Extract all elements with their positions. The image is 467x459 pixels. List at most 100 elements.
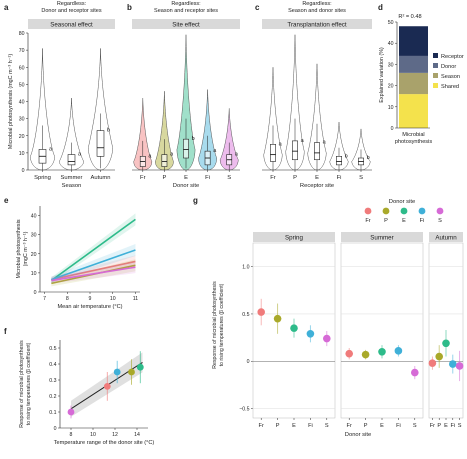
x-axis-label: Mean air temperature (°C): [57, 304, 122, 310]
y-tick-label: 40: [19, 100, 25, 106]
regression-line: [51, 266, 136, 282]
legend-swatch: [433, 53, 438, 58]
mean-point: [455, 362, 464, 370]
box: [183, 138, 189, 159]
y-tick-label: 20: [31, 252, 37, 258]
y-tick-label: 0.2: [49, 394, 56, 400]
top-label: Regardless:: [171, 1, 201, 7]
significance-letter: a: [49, 146, 53, 152]
x-tick-label: 7: [43, 296, 46, 302]
stacked-bar-segment: [399, 94, 428, 128]
y-tick-label: 50: [19, 82, 25, 88]
y-tick-label: 0: [22, 168, 25, 174]
x-tick-label: 9: [89, 296, 92, 302]
box: [96, 130, 105, 157]
mean-point: [442, 339, 450, 348]
mean-point: [306, 330, 315, 338]
y-tick-label: 0.4: [49, 362, 56, 368]
y-axis-label: to rising temperatures (β coefficient): [26, 342, 32, 425]
significance-letter: a: [323, 140, 327, 146]
y-tick-label: 50: [388, 20, 394, 26]
x-axis-label: Microbial: [402, 132, 424, 138]
facet-strip-label: Seasonal effect: [50, 22, 93, 29]
y-tick-label: 10: [31, 271, 37, 277]
facet-strip-label: Transplantation effect: [287, 22, 346, 29]
x-tick-label: S: [458, 423, 462, 429]
mean-point: [394, 347, 403, 355]
box: [314, 142, 320, 161]
panel-letter: g: [193, 196, 198, 205]
legend-label: Fi: [420, 218, 425, 224]
facet-strip-label: Site effect: [172, 22, 200, 29]
y-tick-label: 40: [388, 41, 394, 47]
y-tick-label: 0: [247, 359, 250, 365]
y-tick-label: 70: [19, 48, 25, 54]
significance-letter: b: [345, 153, 348, 159]
x-tick-label: E: [292, 423, 296, 429]
y-tick-label: 0: [54, 426, 57, 432]
y-axis-label: to rising temperatures (β coefficient): [219, 283, 225, 366]
mean-point: [428, 359, 437, 367]
y-tick-label: 10: [388, 105, 394, 111]
mean-point: [257, 308, 266, 316]
x-tick-label: 8: [66, 296, 69, 302]
box: [270, 144, 276, 162]
y-tick-label: 0: [34, 290, 37, 296]
significance-letter: a: [78, 152, 82, 158]
r-squared-annotation: R² = 0.48: [398, 14, 421, 20]
legend-label: E: [402, 218, 406, 224]
y-tick-label: 0: [391, 126, 394, 132]
significance-letter: b: [107, 128, 110, 134]
legend-marker: [400, 207, 408, 215]
facet-strip: [253, 232, 335, 242]
data-point: [67, 408, 75, 416]
legend-label: Shared: [441, 84, 459, 90]
data-point: [113, 368, 121, 376]
regression-line: [50, 218, 136, 282]
data-point: [128, 368, 135, 376]
legend-title: Donor site: [389, 199, 415, 205]
x-tick-label: Fr: [347, 423, 352, 429]
y-axis-label: Explained variation (%): [379, 47, 385, 103]
x-tick-label: E: [315, 175, 319, 181]
x-tick-label: Fr: [259, 423, 264, 429]
x-tick-label: 11: [133, 296, 138, 302]
facet-strip: [132, 19, 240, 29]
legend-marker: [382, 207, 390, 215]
panel-letter: d: [378, 3, 383, 12]
top-label: Regardless:: [57, 1, 87, 7]
legend-label: Fr: [365, 218, 370, 224]
legend-marker: [364, 207, 372, 215]
y-tick-label: 0.3: [49, 378, 56, 384]
y-tick-label: 10: [19, 151, 25, 157]
x-axis-label: Season: [62, 183, 82, 189]
x-axis-label: Donor site: [345, 432, 371, 438]
y-tick-label: 20: [19, 134, 25, 140]
stacked-bar-segment: [399, 26, 428, 56]
x-tick-label: Spring: [34, 175, 51, 181]
x-tick-label: E: [380, 423, 384, 429]
y-tick-label: 0.5: [242, 312, 249, 318]
x-tick-label: Fi: [205, 175, 210, 181]
x-tick-label: P: [276, 423, 280, 429]
significance-letter: a: [148, 153, 152, 159]
facet-frame: [340, 242, 424, 419]
y-tick-label: 30: [19, 117, 25, 123]
x-tick-label: P: [293, 175, 297, 181]
y-tick-label: 30: [31, 233, 37, 239]
x-tick-label: P: [162, 175, 166, 181]
panel-letter: e: [4, 196, 9, 205]
x-tick-label: 10: [90, 432, 96, 438]
y-axis-label: Response of microbial photosynthesis: [212, 281, 218, 369]
top-label: Season and receptor sites: [154, 8, 218, 14]
x-tick-label: Fr: [430, 423, 435, 429]
x-tick-label: E: [444, 423, 448, 429]
x-tick-label: 8: [70, 432, 73, 438]
legend-label: S: [438, 218, 442, 224]
stacked-bar-segment: [399, 55, 428, 73]
legend-label: P: [384, 218, 388, 224]
legend-label: Donor: [441, 64, 456, 70]
facet-strip-label: Summer: [370, 235, 393, 242]
x-tick-label: S: [359, 175, 363, 181]
x-tick-label: Fi: [450, 423, 455, 429]
